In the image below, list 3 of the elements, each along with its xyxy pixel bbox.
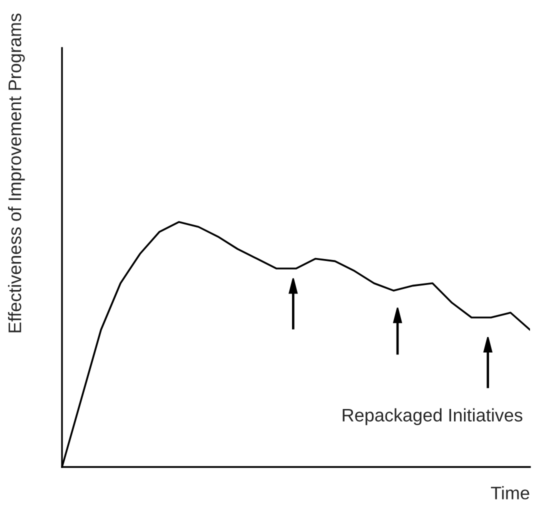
y-axis-title: Effectiveness of Improvement Programs [8, 14, 25, 332]
x-axis-title: Time [490, 486, 530, 500]
annotation: Repackaged Initiatives [342, 408, 522, 426]
